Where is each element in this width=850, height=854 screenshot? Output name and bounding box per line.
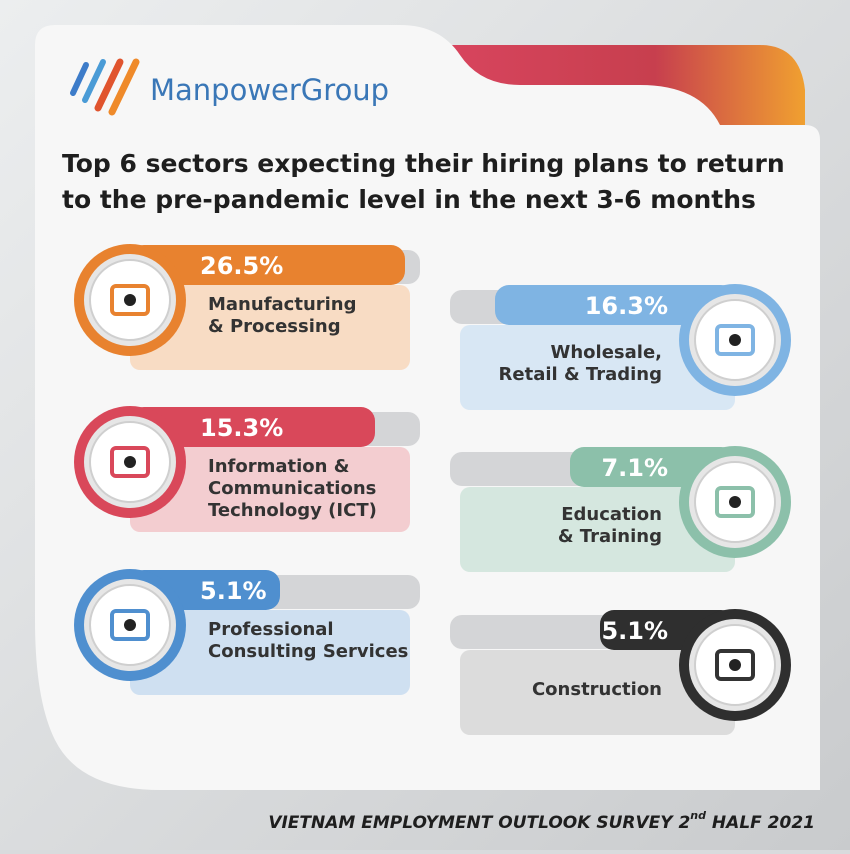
sector-label: Consulting Services	[208, 641, 408, 662]
icon	[715, 649, 755, 681]
icon-dot	[124, 294, 136, 306]
icon-dot	[124, 619, 136, 631]
panel	[460, 325, 735, 410]
value: 5.1%	[601, 617, 668, 645]
sector-card: 15.3% Information &CommunicationsTechnolo…	[74, 406, 420, 532]
title-line: to the pre-pandemic level in the next 3-…	[62, 185, 756, 214]
icon	[715, 486, 755, 518]
sector-card: 5.1% Construction	[450, 609, 791, 735]
icon	[110, 284, 150, 316]
panel	[460, 487, 735, 572]
icon	[110, 609, 150, 641]
footer-sup: nd	[690, 809, 706, 822]
sector-label: Wholesale,	[551, 342, 663, 363]
value: 15.3%	[200, 414, 283, 442]
sector-label: Communications	[208, 478, 376, 499]
bar	[130, 407, 375, 447]
logo-mark	[70, 58, 140, 116]
sector-label: Retail & Trading	[499, 364, 662, 385]
bar	[130, 245, 405, 285]
sector-card: 16.3% Wholesale,Retail & Trading	[450, 284, 791, 410]
panel	[130, 447, 410, 532]
sector-label: Construction	[532, 679, 662, 700]
icon-dot	[124, 456, 136, 468]
value: 7.1%	[601, 454, 668, 482]
panel	[130, 285, 410, 370]
sector-label: Technology (ICT)	[208, 500, 377, 521]
icon	[715, 324, 755, 356]
icon	[110, 446, 150, 478]
icon-dot	[729, 334, 741, 346]
value: 5.1%	[200, 577, 267, 605]
sector-card: 7.1% Education& Training	[450, 446, 791, 572]
sector-label: & Training	[558, 526, 662, 547]
sector-label: Professional	[208, 619, 334, 640]
icon-dot	[729, 659, 741, 671]
panel	[130, 610, 410, 695]
sector-label: Education	[561, 504, 662, 525]
value: 26.5%	[200, 252, 283, 280]
sector-label: Manufacturing	[208, 294, 357, 315]
footer-text: VIETNAM EMPLOYMENT OUTLOOK SURVEY 2	[268, 813, 690, 833]
sector-label: & Processing	[208, 316, 341, 337]
footer-text: HALF 2021	[706, 813, 815, 833]
panel	[460, 650, 735, 735]
sector-card: 26.5% Manufacturing& Processing	[74, 244, 420, 370]
value: 16.3%	[585, 292, 668, 320]
bar	[495, 285, 735, 325]
icon-dot	[729, 496, 741, 508]
title-line: Top 6 sectors expecting their hiring pla…	[62, 149, 785, 178]
footer: VIETNAM EMPLOYMENT OUTLOOK SURVEY 2nd HA…	[268, 809, 815, 833]
sector-label: Information &	[208, 456, 349, 477]
brand: ManpowerGroup	[150, 73, 389, 107]
